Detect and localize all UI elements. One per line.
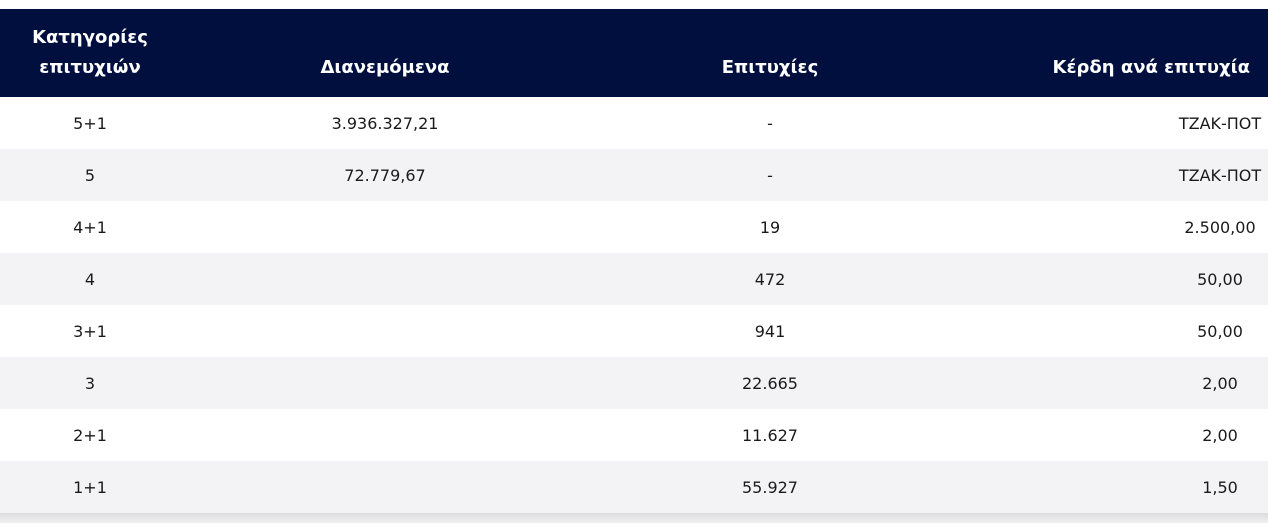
- header-row: Κατηγορίες επιτυχιών Διανεμόμενα Επιτυχί…: [0, 9, 1268, 97]
- cell-category: 5: [84, 165, 96, 185]
- table-row: 1+1 55.927 1,50: [0, 461, 1268, 513]
- cell-winners: 11.627: [742, 425, 798, 445]
- cell-prize-value: 50,00: [1197, 321, 1243, 341]
- header-category: Κατηγορίες επιτυχιών: [0, 9, 180, 97]
- cell-prize-value: ΤΖΑΚ-ΠΟΤ: [1178, 165, 1262, 185]
- cell-distributed: [180, 461, 590, 513]
- table-body: 5+1 3.936.327,21 - ΤΖΑΚ-ΠΟΤ 5 72.779,67 …: [0, 97, 1268, 513]
- cell-prize: ΤΖΑΚ-ΠΟΤ: [950, 97, 1268, 149]
- header-winners: Επιτυχίες: [721, 57, 819, 78]
- cell-prize-value: 2,00: [1202, 425, 1238, 445]
- cell-winners: 941: [754, 321, 786, 341]
- table-row: 3+1 941 50,00: [0, 305, 1268, 357]
- cell-category: 3: [84, 373, 96, 393]
- cell-prize: 2.500,00: [950, 201, 1268, 253]
- cell-winners: 19: [759, 217, 781, 237]
- cell-prize: 2,00: [950, 357, 1268, 409]
- cell-prize-value: 2,00: [1202, 373, 1238, 393]
- cell-prize: 50,00: [950, 305, 1268, 357]
- cell-prize-value: ΤΖΑΚ-ΠΟΤ: [1178, 113, 1262, 133]
- cell-winners: 22.665: [742, 373, 798, 393]
- cell-category: 5+1: [73, 113, 107, 133]
- table-row: 4 472 50,00: [0, 253, 1268, 305]
- cell-winners: 472: [754, 269, 786, 289]
- header-prize-per-winner: Κέρδη ανά επιτυχία: [1052, 57, 1250, 78]
- table-row: 3 22.665 2,00: [0, 357, 1268, 409]
- header-category-line1: Κατηγορίες: [32, 27, 148, 48]
- cell-distributed: [180, 357, 590, 409]
- cell-winners: 55.927: [742, 477, 798, 497]
- cell-prize: ΤΖΑΚ-ΠΟΤ: [950, 149, 1268, 201]
- cell-distributed: [180, 201, 590, 253]
- table-row: 4+1 19 2.500,00: [0, 201, 1268, 253]
- cell-prize: 2,00: [950, 409, 1268, 461]
- cell-prize: 1,50: [950, 461, 1268, 513]
- cell-distributed: [180, 253, 590, 305]
- cell-winners: -: [767, 113, 773, 133]
- header-category-line2: επιτυχιών: [39, 57, 141, 78]
- cell-prize-value: 50,00: [1197, 269, 1243, 289]
- table-bottom-shadow: [0, 513, 1268, 523]
- cell-category: 4+1: [73, 217, 107, 237]
- header-distributed: Διανεμόμενα: [320, 57, 450, 78]
- cell-category: 3+1: [73, 321, 107, 341]
- cell-distributed: 3.936.327,21: [331, 113, 439, 133]
- cell-prize-value: 1,50: [1202, 477, 1238, 497]
- cell-category: 1+1: [73, 477, 107, 497]
- results-table: Κατηγορίες επιτυχιών Διανεμόμενα Επιτυχί…: [0, 9, 1268, 513]
- cell-distributed: 72.779,67: [344, 165, 426, 185]
- cell-category: 2+1: [73, 425, 107, 445]
- cell-prize: 50,00: [950, 253, 1268, 305]
- table-row: 5+1 3.936.327,21 - ΤΖΑΚ-ΠΟΤ: [0, 97, 1268, 149]
- cell-category: 4: [84, 269, 96, 289]
- table-header: Κατηγορίες επιτυχιών Διανεμόμενα Επιτυχί…: [0, 9, 1268, 97]
- cell-prize-value: 2.500,00: [1184, 217, 1256, 237]
- table-row: 2+1 11.627 2,00: [0, 409, 1268, 461]
- cell-winners: -: [767, 165, 773, 185]
- cell-distributed: [180, 409, 590, 461]
- cell-distributed: [180, 305, 590, 357]
- table-row: 5 72.779,67 - ΤΖΑΚ-ΠΟΤ: [0, 149, 1268, 201]
